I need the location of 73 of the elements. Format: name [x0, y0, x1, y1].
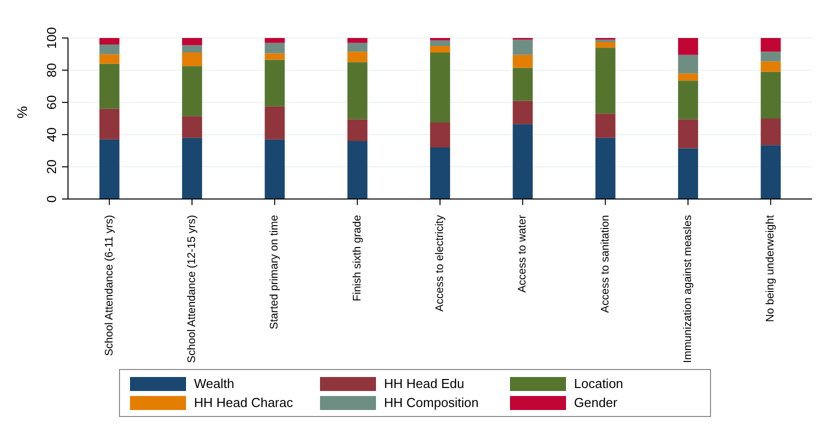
bar — [595, 42, 616, 48]
bar — [760, 52, 781, 62]
bar — [678, 80, 698, 120]
bar — [99, 38, 120, 44]
bar — [99, 108, 120, 140]
bar — [760, 118, 781, 146]
bar — [595, 138, 616, 199]
bar — [182, 116, 202, 138]
bar — [760, 38, 781, 52]
bar — [430, 52, 450, 123]
bar — [760, 72, 781, 118]
bar — [264, 53, 285, 60]
x-tick-label: Access to sanitation — [599, 215, 612, 313]
bar — [347, 141, 368, 199]
y-tick-label: 0 — [44, 195, 59, 203]
bar — [595, 114, 616, 138]
legend-label: Location — [574, 376, 624, 391]
x-tick-label: Access to water — [516, 214, 529, 293]
x-tick-label: Started primary on time — [268, 215, 281, 330]
bar — [512, 40, 533, 55]
bar — [430, 40, 450, 46]
legend-label: Gender — [574, 395, 618, 410]
bar — [512, 124, 533, 199]
x-tick-label: Access to electricity — [434, 214, 446, 312]
bar — [512, 100, 533, 124]
bar — [678, 148, 698, 199]
bar — [99, 44, 120, 54]
bar — [678, 54, 698, 74]
bar — [512, 68, 533, 101]
bar — [678, 38, 698, 55]
bar — [430, 46, 450, 52]
bar — [99, 54, 120, 64]
x-tick-label: No being underweight — [764, 215, 777, 322]
bar — [678, 73, 698, 81]
bar — [347, 42, 368, 52]
legend-label: Wealth — [194, 376, 234, 391]
y-tick-label: 60 — [44, 95, 59, 110]
x-tick-label: School Attendance (6-11 yrs) — [103, 215, 116, 356]
bar — [347, 52, 368, 62]
y-tick-label: 80 — [44, 62, 59, 78]
y-tick-label: 100 — [44, 27, 59, 49]
bar — [347, 62, 368, 120]
bar — [264, 60, 285, 106]
bar — [678, 119, 698, 148]
bar — [760, 61, 781, 72]
bar — [264, 139, 285, 199]
legend-label: HH Composition — [384, 395, 479, 410]
bar — [347, 38, 368, 43]
bar — [182, 45, 202, 52]
bar — [182, 38, 202, 46]
bar — [182, 138, 202, 199]
bar — [264, 106, 285, 140]
bar — [182, 52, 202, 66]
legend-label: HH Head Charac — [194, 395, 293, 410]
y-tick-label: 40 — [44, 127, 59, 142]
bar — [760, 145, 781, 199]
bar — [264, 42, 285, 54]
bar — [99, 139, 120, 199]
bar — [264, 38, 285, 43]
bar — [347, 119, 368, 142]
bar — [512, 54, 533, 68]
bar — [99, 64, 120, 109]
x-tick-label: Immunization against measles — [682, 214, 694, 363]
legend-label: HH Head Edu — [384, 376, 464, 391]
bar — [430, 122, 450, 148]
bar — [430, 147, 450, 199]
y-tick-label: 20 — [44, 160, 59, 174]
x-tick-label: Finish sixth grade — [351, 215, 364, 302]
bar — [182, 66, 202, 116]
y-axis-title: % — [14, 106, 30, 118]
bar — [595, 40, 616, 42]
x-tick-label: School Attendance (12-15 yrs) — [186, 215, 198, 363]
bar — [595, 48, 616, 114]
